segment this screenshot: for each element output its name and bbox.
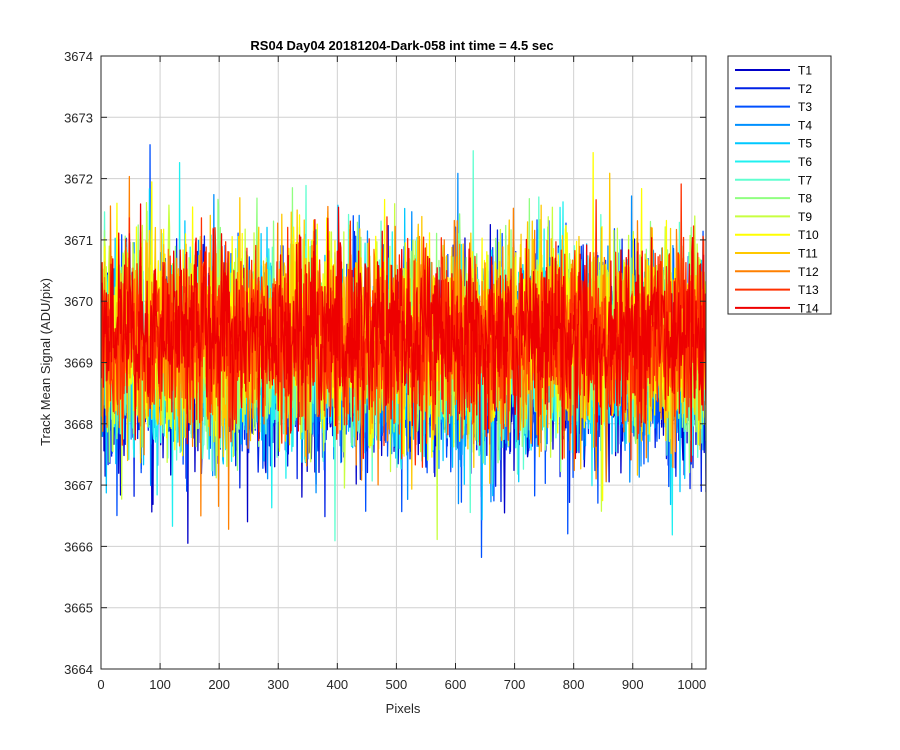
x-tick-label: 800 [563,677,585,692]
legend-label-t10: T10 [798,228,819,242]
y-tick-label: 3669 [64,356,93,371]
y-tick-label: 3672 [64,172,93,187]
x-axis-tick-labels: 0 100 200 300 400 500 600 700 800 900 1000 [97,677,706,692]
x-tick-label: 1000 [677,677,706,692]
y-axis-tick-labels: 3664 3665 3666 3667 3668 3669 3670 3671 3672 3673… [64,49,93,677]
series-lines [101,144,706,559]
legend-label-t2: T2 [798,82,812,96]
legend-label-t9: T9 [798,210,812,224]
x-tick-label: 200 [208,677,230,692]
y-axis-label: Track Mean Signal (ADU/pix) [38,278,53,446]
plot-area [100,55,707,670]
x-tick-label: 300 [267,677,289,692]
series-line-t14 [101,203,706,463]
x-tick-label: 0 [97,677,104,692]
legend: T1 T2 T3 T4 T5 T6 T7 T8 T9 T10 T11 T12 T13 T14 [727,55,832,315]
axis-ticks [100,55,706,670]
y-tick-label: 3667 [64,478,93,493]
y-tick-label: 3670 [64,294,93,309]
legend-label-t8: T8 [798,192,812,206]
legend-label-t7: T7 [798,173,812,187]
y-tick-label: 3674 [64,49,93,64]
x-tick-label: 500 [386,677,408,692]
x-tick-label: 600 [445,677,467,692]
x-tick-label: 900 [622,677,644,692]
x-tick-label: 400 [326,677,348,692]
y-tick-label: 3666 [64,539,93,554]
x-axis-label: Pixels [386,701,421,716]
chart-title: RS04 Day04 20181204-Dark-058 int time = … [250,38,553,53]
y-tick-label: 3671 [64,233,93,248]
legend-label-t12: T12 [798,265,819,279]
legend-label-t11: T11 [798,247,818,261]
legend-label-t13: T13 [798,283,819,297]
legend-label-t14: T14 [798,301,819,315]
x-tick-label: 700 [504,677,526,692]
legend-label-t5: T5 [798,137,812,151]
y-tick-label: 3664 [64,662,93,677]
legend-label-t1: T1 [798,64,812,78]
y-tick-label: 3668 [64,417,93,432]
y-tick-label: 3665 [64,601,93,616]
series-line-t13 [101,183,706,468]
legend-label-t6: T6 [798,155,812,169]
legend-label-t3: T3 [798,100,812,114]
y-tick-label: 3673 [64,110,93,125]
legend-label-t4: T4 [798,118,812,132]
x-tick-label: 100 [149,677,171,692]
legend-entries: T1 T2 T3 T4 T5 T6 T7 T8 T9 T10 T11 T12 T13 T14 [735,64,819,315]
